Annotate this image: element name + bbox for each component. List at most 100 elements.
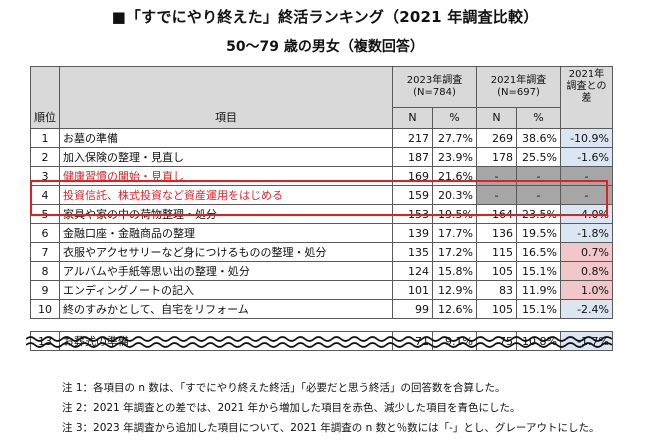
pct2023-cell: 12.9% bbox=[432, 280, 477, 300]
page-title: ■「すでにやり終えた」終活ランキング（2021 年調査比較） bbox=[111, 8, 539, 26]
item-cell: 健康習慣の開始・見直し bbox=[59, 166, 393, 186]
n2023-cell: 153 bbox=[392, 204, 433, 224]
table-row: 3 健康習慣の開始・見直し 169 21.6% - - - bbox=[30, 166, 613, 186]
n2021-cell: 269 bbox=[476, 128, 517, 148]
diff-cell: 0.7% bbox=[560, 242, 613, 262]
pct2023-cell: 19.5% bbox=[432, 204, 477, 224]
header-2023: 2023年調査 (N=784) bbox=[392, 66, 477, 108]
pct2021-cell: 19.5% bbox=[516, 223, 561, 243]
n2023-cell: 99 bbox=[392, 299, 433, 319]
pct2023-cell: 15.8% bbox=[432, 261, 477, 281]
rank-cell: 9 bbox=[30, 280, 60, 300]
n2023-cell: 169 bbox=[392, 166, 433, 186]
n2023-cell: 187 bbox=[392, 147, 433, 167]
pct2021-cell: 38.6% bbox=[516, 128, 561, 148]
pct2021-cell: 23.5% bbox=[516, 204, 561, 224]
pct2021-cell: 15.1% bbox=[516, 299, 561, 319]
pct2021-cell: - bbox=[516, 166, 561, 186]
note-2: 注 2：2021 年調査との差では、2021 年から増加した項目を赤色、減少した… bbox=[62, 402, 521, 414]
header-2021: 2021年調査 (N=697) bbox=[476, 66, 561, 108]
pct2023-cell: 20.3% bbox=[432, 185, 477, 205]
note-3: 注 3：2023 年調査から追加した項目について、2021 年調査の n 数と％… bbox=[62, 422, 600, 434]
diff-cell: -1.6% bbox=[560, 147, 613, 167]
header-n-2023: N bbox=[392, 107, 433, 129]
diff-cell: - bbox=[560, 166, 613, 186]
table-row: 9 エンディングノートの記入 101 12.9% 83 11.9% 1.0% bbox=[30, 280, 613, 300]
diff-cell: -10.9% bbox=[560, 128, 613, 148]
table-break-row bbox=[30, 318, 613, 332]
pct2023-cell: 17.2% bbox=[432, 242, 477, 262]
item-cell: アルバムや手紙等思い出の整理・処分 bbox=[59, 261, 393, 281]
header-blank-rank bbox=[30, 66, 60, 108]
item-cell: 家具や家の中の荷物整理・処分 bbox=[59, 204, 393, 224]
rank-cell: 6 bbox=[30, 223, 60, 243]
pct2023-cell: 21.6% bbox=[432, 166, 477, 186]
diff-cell: - bbox=[560, 185, 613, 205]
table-break-cell bbox=[30, 318, 613, 332]
rank-cell: 3 bbox=[30, 166, 60, 186]
diff-cell: 0.8% bbox=[560, 261, 613, 281]
item-cell: 金融口座・金融商品の整理 bbox=[59, 223, 393, 243]
table-row: 5 家具や家の中の荷物整理・処分 153 19.5% 164 23.5% -4.0% bbox=[30, 204, 613, 224]
pct2021-cell: 15.1% bbox=[516, 261, 561, 281]
item-cell: お墓の準備 bbox=[59, 128, 393, 148]
header-pct-2021: % bbox=[516, 107, 561, 129]
n2021-cell: 105 bbox=[476, 299, 517, 319]
n2023-cell: 159 bbox=[392, 185, 433, 205]
table-row: 4 投資信託、株式投資など資産運用をはじめる 159 20.3% - - - bbox=[30, 185, 613, 205]
n2021-cell: 178 bbox=[476, 147, 517, 167]
rank-cell: 7 bbox=[30, 242, 60, 262]
n2023-cell: 135 bbox=[392, 242, 433, 262]
notes: 注 1：各項目の n 数は、「すでにやり終えた終活」「必要だと思う終活」の回答数… bbox=[62, 378, 600, 438]
diff-cell: 1.0% bbox=[560, 280, 613, 300]
rank-cell: 8 bbox=[30, 261, 60, 281]
header-rank: 順位 bbox=[30, 107, 60, 129]
pct2021-cell: 11.9% bbox=[516, 280, 561, 300]
header-row-1: 2023年調査 (N=784) 2021年調査 (N=697) 2021年 調査… bbox=[30, 66, 613, 129]
header-diff: 2021年 調査との 差 bbox=[560, 66, 613, 129]
header-n-2021: N bbox=[476, 107, 517, 129]
rank-cell: 4 bbox=[30, 185, 60, 205]
page-subtitle: 50～79 歳の男女（複数回答） bbox=[226, 39, 424, 55]
n2023-cell: 217 bbox=[392, 128, 433, 148]
item-cell: 終のすみかとして、自宅をリフォーム bbox=[59, 299, 393, 319]
rank-cell: 5 bbox=[30, 204, 60, 224]
pct2023-cell: 17.7% bbox=[432, 223, 477, 243]
n2021-cell: 136 bbox=[476, 223, 517, 243]
n2021-cell: 115 bbox=[476, 242, 517, 262]
diff-cell: -4.0% bbox=[560, 204, 613, 224]
header-blank-item bbox=[59, 66, 393, 108]
item-cell: エンディングノートの記入 bbox=[59, 280, 393, 300]
item-cell: 衣服やアクセサリーなど身につけるものの整理・処分 bbox=[59, 242, 393, 262]
diff-cell: -1.8% bbox=[560, 223, 613, 243]
header-item: 項目 bbox=[59, 107, 393, 129]
table-row: 2 加入保険の整理・見直し 187 23.9% 178 25.5% -1.6% bbox=[30, 147, 613, 167]
n2021-cell: 164 bbox=[476, 204, 517, 224]
header-row-2: 順位 項目 N % N % bbox=[30, 107, 613, 129]
table-row: 8 アルバムや手紙等思い出の整理・処分 124 15.8% 105 15.1% 0.8% bbox=[30, 261, 613, 281]
pct2023-cell: 27.7% bbox=[432, 128, 477, 148]
table-row: 6 金融口座・金融商品の整理 139 17.7% 136 19.5% -1.8% bbox=[30, 223, 613, 243]
n2023-cell: 139 bbox=[392, 223, 433, 243]
item-cell: 加入保険の整理・見直し bbox=[59, 147, 393, 167]
n2021-cell: 83 bbox=[476, 280, 517, 300]
pct2023-cell: 23.9% bbox=[432, 147, 477, 167]
rank-cell: 2 bbox=[30, 147, 60, 167]
n2023-cell: 101 bbox=[392, 280, 433, 300]
table-row: 1 お墓の準備 217 27.7% 269 38.6% -10.9% bbox=[30, 128, 613, 148]
n2021-cell: - bbox=[476, 185, 517, 205]
pct2021-cell: 16.5% bbox=[516, 242, 561, 262]
item-cell: 投資信託、株式投資など資産運用をはじめる bbox=[59, 185, 393, 205]
ranking-table: 2023年調査 (N=784) 2021年調査 (N=697) 2021年 調査… bbox=[30, 66, 613, 351]
table-row: 10 終のすみかとして、自宅をリフォーム 99 12.6% 105 15.1% -2.4% bbox=[30, 299, 613, 319]
n2021-cell: - bbox=[476, 166, 517, 186]
header-pct-2023: % bbox=[432, 107, 477, 129]
diff-cell: -2.4% bbox=[560, 299, 613, 319]
table-row: 7 衣服やアクセサリーなど身につけるものの整理・処分 135 17.2% 115 16.5… bbox=[30, 242, 613, 262]
pct2021-cell: - bbox=[516, 185, 561, 205]
n2023-cell: 124 bbox=[392, 261, 433, 281]
rank-cell: 1 bbox=[30, 128, 60, 148]
pct2023-cell: 12.6% bbox=[432, 299, 477, 319]
table-break-wave bbox=[26, 336, 612, 348]
rank-cell: 10 bbox=[30, 299, 60, 319]
